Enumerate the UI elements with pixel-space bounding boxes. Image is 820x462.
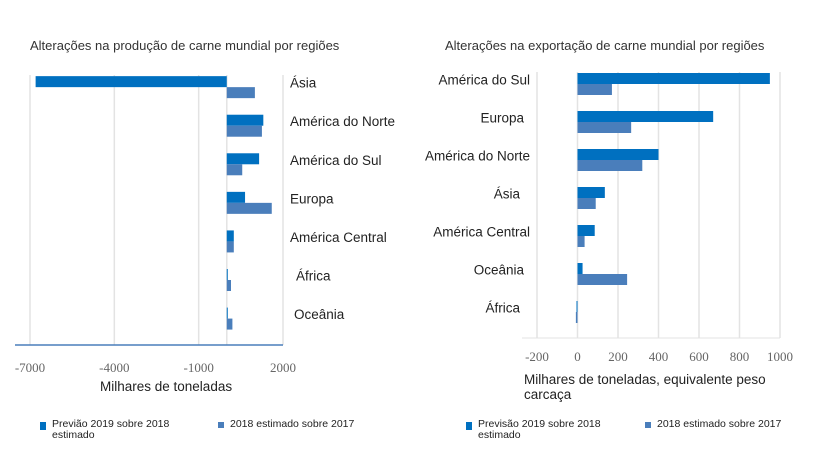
bar-estimate [577,236,585,247]
legend-swatch [218,422,224,428]
bar-estimate [226,202,272,214]
bar-forecast [577,187,605,198]
bar-forecast [226,114,264,126]
legend-swatch [466,422,472,430]
x-tick-label: 2000 [270,360,296,375]
category-label: África [296,269,331,284]
x-axis-label-wrap: Milhares de toneladas, equivalente peso … [524,372,766,402]
x-tick-label: 200 [608,349,628,364]
x-tick-label: 0 [574,349,581,364]
bar-estimate [226,125,262,137]
category-label: Oceânia [294,307,345,322]
category-label: América do Norte [425,149,530,164]
bar-estimate [226,164,243,176]
x-tick-label: -1000 [183,360,213,375]
bar-forecast [226,153,260,165]
bar-forecast [577,111,714,122]
legend-label: 2018 estimado sobre 2017 [230,419,355,430]
bar-forecast [577,73,770,84]
category-label: América do Sul [290,153,382,168]
legend-item: 2018 estimado sobre 2017 [230,419,355,430]
bar-forecast [226,191,246,203]
bar-forecast [577,225,595,236]
bar-estimate [226,241,234,253]
category-label: Oceânia [474,263,525,278]
bar-forecast [577,149,659,160]
category-label: Ásia [290,76,317,91]
bar-estimate [226,87,255,99]
bar-forecast [226,230,234,242]
x-tick-label: 400 [649,349,669,364]
x-axis-label: Milhares de toneladas [100,379,232,394]
bar-estimate [577,84,612,95]
category-label: América Central [433,225,530,240]
chart-production: Alterações na produção de carne mundial … [15,38,395,441]
legend-swatch [645,422,651,428]
bar-estimate [226,318,233,330]
x-tick-label: -4000 [99,360,129,375]
x-tick-label: -200 [525,349,549,364]
legend-label: 2018 estimado sobre 2017 [657,419,782,430]
x-tick-label: 800 [730,349,750,364]
bar-forecast [226,307,228,319]
chart-export: Alterações na exportação de carne mundia… [425,38,793,441]
category-label: África [485,301,520,316]
bar-forecast [226,269,228,280]
x-axis-label: Milhares de toneladas, equivalente peso … [524,372,766,402]
legend-label: Previão 2019 sobre 2018 estimado [52,419,170,441]
category-label: América Central [290,230,387,245]
legend-swatch [40,422,46,430]
legend-item: Previão 2019 sobre 2018 estimado [52,419,170,441]
bar-estimate [575,312,578,323]
legend-item: Previsão 2019 sobre 2018 estimado [478,419,601,441]
bar-estimate [577,274,628,285]
chart-title: Alterações na exportação de carne mundia… [445,38,765,53]
chart-title: Alterações na produção de carne mundial … [30,38,340,53]
category-label: América do Norte [290,114,395,129]
bar-estimate [226,280,231,291]
legend-label: Previsão 2019 sobre 2018 estimado [478,419,601,441]
x-tick-label: -7000 [15,360,45,375]
bar-forecast [35,76,227,88]
bar-forecast [577,263,583,274]
bar-estimate [577,122,632,133]
bar-estimate [577,160,643,171]
bar-estimate [577,198,596,209]
bar-forecast [576,301,578,312]
x-tick-label: 600 [689,349,709,364]
category-label: América do Sul [438,73,530,88]
category-label: Ásia [494,187,521,202]
category-label: Europa [290,191,334,206]
x-tick-label: 1000 [767,349,793,364]
legend-item: 2018 estimado sobre 2017 [657,419,782,430]
category-label: Europa [480,111,524,126]
